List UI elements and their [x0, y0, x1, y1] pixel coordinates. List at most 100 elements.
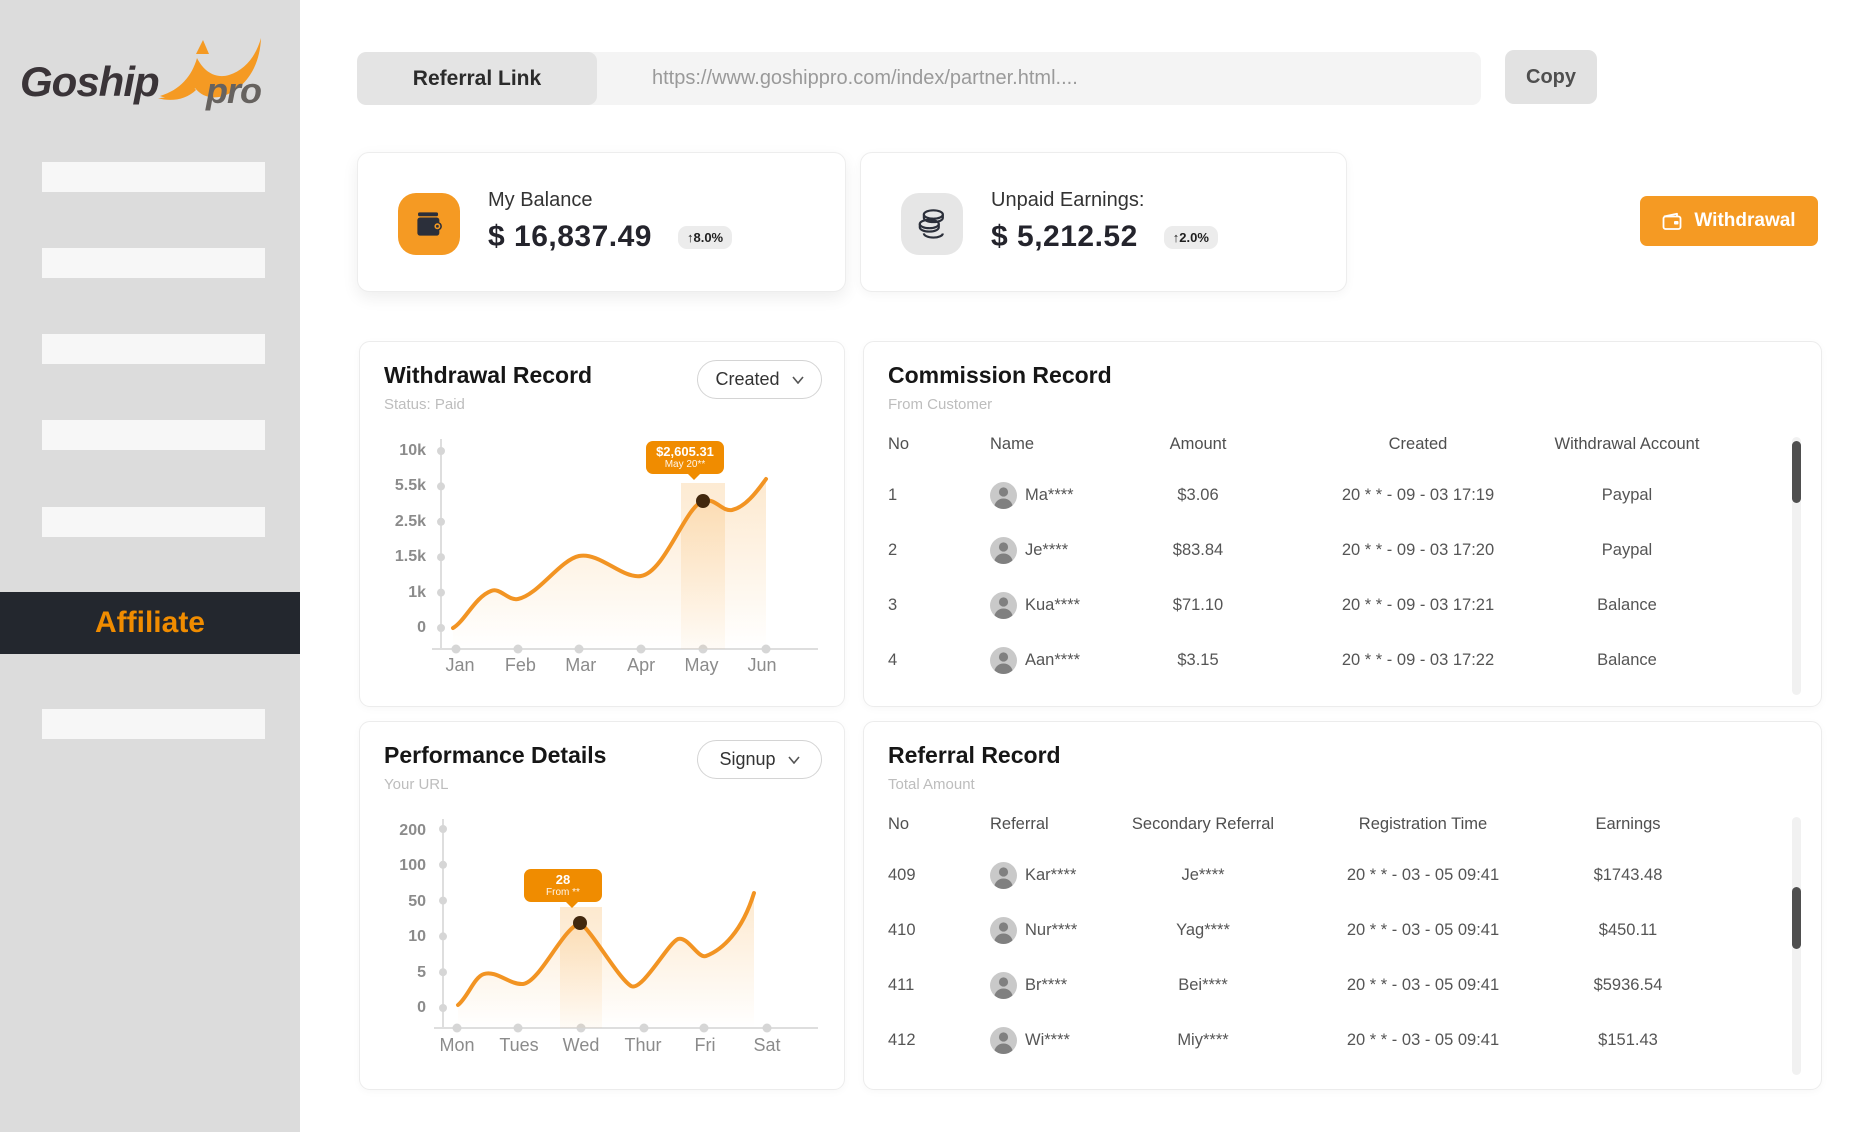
performance-details-title: Performance Details	[384, 742, 607, 768]
performance-filter-dropdown[interactable]: Signup	[697, 740, 822, 779]
sidebar-item-placeholder[interactable]	[42, 507, 265, 537]
scrollbar[interactable]	[1792, 437, 1801, 695]
sidebar-item-placeholder[interactable]	[42, 709, 265, 739]
highlighted-data-point	[696, 494, 710, 508]
cell-account: Balance	[1597, 596, 1657, 614]
cell-amount: $71.10	[1172, 596, 1224, 614]
sidebar-item-affiliate-label: Affiliate	[94, 606, 205, 639]
withdrawal-record-card: Withdrawal Record Status: Paid Created	[359, 341, 845, 707]
table-row[interactable]: 3 Kua**** $71.10 20 * * - 09 - 03 17:21 …	[864, 578, 1784, 633]
coins-icon	[901, 193, 963, 255]
tooltip-value: 28	[555, 872, 571, 887]
y-tick-label: 1k	[408, 583, 426, 601]
withdrawal-chart-y-axis: 10k 5.5k 2.5k 1.5k 1k 0	[380, 443, 426, 636]
cell-account: Balance	[1597, 651, 1657, 669]
y-tick-label: 0	[417, 618, 426, 636]
x-tick-label: Thur	[624, 1035, 662, 1055]
withdrawal-button[interactable]: Withdrawal	[1640, 196, 1818, 246]
cell-no: 410	[888, 921, 916, 939]
cell-registration-time: 20 * * - 03 - 05 09:41	[1346, 866, 1500, 884]
y-tick-label: 2.5k	[394, 512, 426, 530]
x-tick-label: Mar	[565, 655, 597, 675]
y-tick-label: 10k	[399, 442, 426, 459]
cell-registration-time: 20 * * - 03 - 05 09:41	[1346, 1031, 1500, 1049]
unpaid-change-badge: ↑2.0%	[1163, 225, 1218, 249]
column-header: Name	[990, 434, 1035, 453]
x-tick-label: Feb	[504, 655, 536, 675]
performance-details-card: Performance Details Your URL Signup	[359, 721, 845, 1090]
cell-name: Kua****	[978, 592, 1098, 619]
avatar	[990, 647, 1017, 674]
cell-registration-time: 20 * * - 03 - 05 09:41	[1346, 921, 1500, 939]
squirrel-logo-icon	[158, 38, 261, 100]
sidebar-item-placeholder[interactable]	[42, 334, 265, 364]
balance-value: $ 16,837.49	[488, 220, 652, 253]
sidebar-item-placeholder[interactable]	[42, 248, 265, 278]
cell-created: 20 * * - 09 - 03 17:19	[1341, 486, 1495, 504]
avatar	[990, 1027, 1017, 1054]
table-row[interactable]: 2 Je**** $83.84 20 * * - 09 - 03 17:20 P…	[864, 523, 1784, 578]
column-header: Amount	[1169, 434, 1227, 453]
referral-table-body: 409 Kar**** Je**** 20 * * - 03 - 05 09:4…	[864, 848, 1784, 1068]
table-row[interactable]: 1 Ma**** $3.06 20 * * - 09 - 03 17:19 Pa…	[864, 468, 1784, 523]
y-tick-label: 200	[399, 822, 426, 839]
withdrawal-record-title: Withdrawal Record	[384, 362, 593, 388]
avatar	[990, 592, 1017, 619]
withdrawal-record-subtitle: Status: Paid	[384, 396, 465, 413]
wallet-icon	[398, 193, 460, 255]
cell-secondary-referral: Je****	[1181, 866, 1225, 884]
sidebar-item-placeholder[interactable]	[42, 420, 265, 450]
table-row[interactable]: 4 Aan**** $3.15 20 * * - 09 - 03 17:22 B…	[864, 633, 1784, 688]
column-header: Withdrawal Account	[1554, 434, 1700, 453]
referral-record-title: Referral Record	[888, 742, 1061, 768]
commission-table-header: No Name Amount Created Withdrawal Account	[864, 426, 1784, 462]
table-row[interactable]: 412 Wi**** Miy**** 20 * * - 03 - 05 09:4…	[864, 1013, 1784, 1068]
chevron-down-icon	[787, 755, 800, 764]
referral-record-card: Referral Record Total Amount No Referral S…	[863, 721, 1822, 1090]
cell-earnings: $5936.54	[1593, 976, 1663, 994]
y-tick-label: 50	[408, 892, 426, 910]
table-row[interactable]: 409 Kar**** Je**** 20 * * - 03 - 05 09:4…	[864, 848, 1784, 903]
my-balance-card: My Balance $ 16,837.49 ↑8.0%	[357, 152, 846, 292]
referral-link-label: Referral Link	[357, 52, 597, 105]
x-tick-label: Jan	[445, 655, 475, 675]
scrollbar-thumb[interactable]	[1792, 441, 1801, 503]
withdrawal-chart-x-axis: Jan Feb Mar Apr May Jun	[434, 655, 788, 676]
cell-amount: $3.15	[1177, 651, 1219, 669]
cell-secondary-referral: Bei****	[1178, 976, 1228, 994]
referral-table-header: No Referral Secondary Referral Registration…	[864, 806, 1784, 842]
copy-button[interactable]: Copy	[1505, 50, 1597, 104]
avatar	[990, 537, 1017, 564]
referral-link-bar: Referral Link	[357, 52, 1481, 105]
chart-tooltip: $2,605.31 May 20**	[646, 441, 724, 480]
cell-referral: Br****	[978, 972, 1098, 999]
chart-tooltip: 28 From **	[524, 869, 602, 908]
cell-referral: Wi****	[978, 1027, 1098, 1054]
brand-logo[interactable]: Goship pro	[18, 18, 288, 111]
withdrawal-chart: 10k 5.5k 2.5k 1.5k 1k 0 Jan Feb Mar Apr May Jun $2…	[380, 427, 830, 689]
commission-record-card: Commission Record From Customer No Name Am…	[863, 341, 1822, 707]
avatar	[990, 972, 1017, 999]
cell-name: Aan****	[978, 647, 1098, 674]
cell-created: 20 * * - 09 - 03 17:21	[1341, 596, 1495, 614]
sidebar-item-affiliate[interactable]: Affiliate	[0, 592, 300, 654]
commission-table-body: 1 Ma**** $3.06 20 * * - 09 - 03 17:19 Pa…	[864, 468, 1784, 688]
cell-earnings: $151.43	[1598, 1031, 1658, 1049]
scrollbar[interactable]	[1792, 817, 1801, 1075]
table-row[interactable]: 411 Br**** Bei**** 20 * * - 03 - 05 09:4…	[864, 958, 1784, 1013]
brand-name-primary: Goship	[20, 58, 160, 105]
cell-earnings: $450.11	[1598, 921, 1658, 939]
column-header: Referral	[990, 814, 1049, 833]
x-tick-label: Fri	[694, 1035, 716, 1055]
cell-secondary-referral: Miy****	[1177, 1031, 1229, 1049]
referral-link-input[interactable]	[597, 52, 1481, 105]
sidebar-item-placeholder[interactable]	[42, 162, 265, 192]
cell-created: 20 * * - 09 - 03 17:20	[1341, 541, 1495, 559]
performance-details-subtitle: Your URL	[384, 776, 449, 793]
scrollbar-thumb[interactable]	[1792, 887, 1801, 949]
avatar	[990, 917, 1017, 944]
withdrawal-filter-dropdown[interactable]: Created	[697, 360, 822, 399]
table-row[interactable]: 410 Nur**** Yag**** 20 * * - 03 - 05 09:…	[864, 903, 1784, 958]
y-tick-label: 5.5k	[394, 477, 426, 495]
